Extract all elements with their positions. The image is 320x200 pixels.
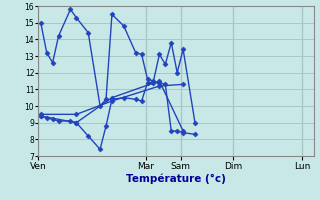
- X-axis label: Température (°c): Température (°c): [126, 173, 226, 184]
